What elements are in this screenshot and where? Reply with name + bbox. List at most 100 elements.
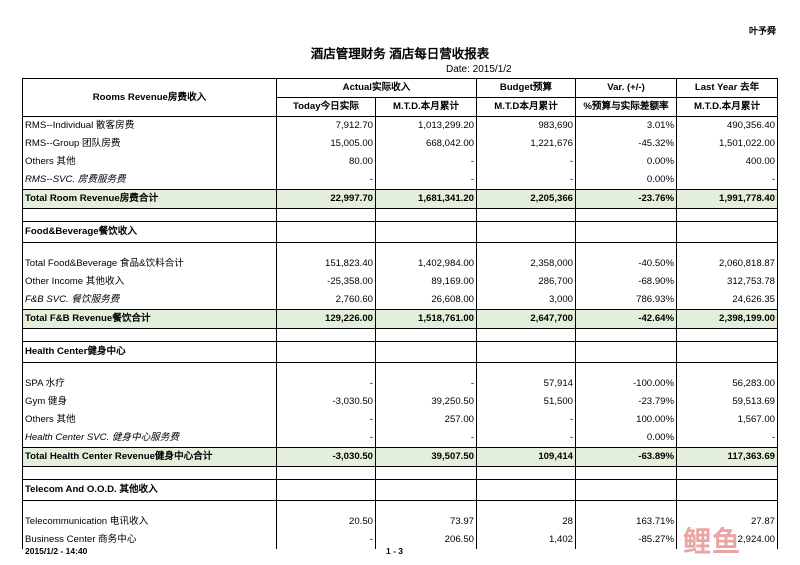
row-label: Telecommunication 电讯收入 [22, 513, 277, 531]
section-header-row: Telecom And O.O.D. 其他收入 [22, 479, 779, 501]
table-row: F&B SVC. 餐饮服务费 2,760.60 26,608.00 3,000 786.… [22, 291, 779, 310]
cell-mtd: 1,402,984.00 [375, 255, 478, 273]
section-empty-cell [375, 341, 478, 363]
spacer-cell [575, 242, 678, 255]
report-title: 酒店管理财务 酒店每日营收报表 [310, 47, 490, 61]
cell-ly: 312,753.78 [676, 273, 779, 291]
cell-ly: 1,501,022.00 [676, 135, 779, 153]
cell-today: - [276, 429, 376, 448]
table-row: Others 其他 80.00- -0.00% 400.00 [22, 153, 779, 171]
cell-var: -40.50% [575, 255, 678, 273]
rooms-group: RMS--Individual 散客房费 7,912.70 1,013,299.20… [22, 116, 779, 190]
spacer-cell [276, 362, 376, 375]
cell-budget: 2,358,000 [476, 255, 577, 273]
cell-today: 2,760.60 [276, 291, 376, 310]
row-label: Total Health Center Revenue健身中心合计 [22, 447, 277, 467]
cell-today: 80.00 [276, 153, 376, 171]
cell-mtd: 89,169.00 [375, 273, 478, 291]
cell-ly: - [676, 171, 779, 190]
section-title: Food&Beverage餐饮收入 [22, 221, 277, 243]
footer-page-number: 1 - 3 [386, 546, 404, 556]
row-label: F&B SVC. 餐饮服务费 [22, 291, 277, 310]
cell-budget: 28 [476, 513, 577, 531]
section-empty-cell [276, 341, 376, 363]
cell-var: 0.00% [575, 429, 678, 448]
row-label: Other Income 其他收入 [22, 273, 277, 291]
section-header-row: Food&Beverage餐饮收入 [22, 221, 779, 243]
cell-today: - [276, 375, 376, 393]
cell-mtd: - [375, 429, 478, 448]
spacer-cell [375, 466, 478, 480]
cell-ly: 490,356.40 [676, 116, 779, 135]
cell-var: 3.01% [575, 116, 678, 135]
section-empty-cell [276, 221, 376, 243]
section-empty-cell [476, 479, 577, 501]
header-mtd-last-year: M.T.D.本月累计 [676, 97, 779, 117]
cell-mtd: - [375, 153, 478, 171]
cell-budget: - [476, 153, 577, 171]
cell-budget: - [476, 411, 577, 429]
cell-budget: 2,647,700 [476, 309, 577, 329]
cell-mtd: 26,608.00 [375, 291, 478, 310]
table-row: SPA 水疗 - -57,914 -100.00% 56,283.00 [22, 375, 779, 393]
spacer-cell [375, 362, 478, 375]
table-row: Other Income 其他收入 -25,358.00 89,169.00 286,… [22, 273, 779, 291]
cell-budget: 109,414 [476, 447, 577, 467]
cell-budget: - [476, 171, 577, 190]
spacer-cell [676, 466, 779, 480]
spacer-cell [375, 242, 478, 255]
rooms-total-group: Total Room Revenue房费合计 22,997.70 1,681,341… [22, 189, 779, 222]
header-variance-pct: %预算与实际差额率 [575, 97, 678, 117]
spacer-cell [575, 208, 678, 222]
cell-var: -42.64% [575, 309, 678, 329]
spacer-cell [375, 208, 478, 222]
spacer-cell [22, 362, 277, 375]
cell-budget: 1,402 [476, 531, 577, 549]
footer-timestamp: 2015/1/2 - 14:40 [25, 546, 88, 556]
table-row: Others 其他 -257.00-100.00% 1,567.00 [22, 411, 779, 429]
table-row: Total Room Revenue房费合计 22,997.70 1,681,341… [22, 189, 779, 209]
cell-var: -100.00% [575, 375, 678, 393]
cell-today: -25,358.00 [276, 273, 376, 291]
cell-mtd: - [375, 375, 478, 393]
header-rooms-revenue: Rooms Revenue房费收入 [22, 78, 277, 117]
section-empty-cell [375, 479, 478, 501]
table-row: RMS--SVC. 房费服务费 - - -0.00% - [22, 171, 779, 190]
spacer-cell [276, 242, 376, 255]
table-row: Total F&B Revenue餐饮合计 129,226.00 1,518,761… [22, 309, 779, 329]
header-actual: Actual实际收入 [275, 78, 478, 98]
telecom-group: Telecommunication 电讯收入 20.50 73.97 28 163.71… [22, 513, 779, 549]
report-date: Date: 2015/1/2 [446, 64, 512, 75]
section-empty-cell [575, 479, 678, 501]
table-row: RMS--Individual 散客房费 7,912.70 1,013,299.20… [22, 116, 779, 135]
spacer-cell [22, 328, 277, 342]
cell-mtd: 73.97 [375, 513, 478, 531]
cell-today: 22,997.70 [276, 189, 376, 209]
cell-today: 129,226.00 [276, 309, 376, 329]
cell-budget: 1,221,676 [476, 135, 577, 153]
cell-mtd: 1,681,341.20 [375, 189, 478, 209]
cell-budget: 286,700 [476, 273, 577, 291]
cell-budget: 3,000 [476, 291, 577, 310]
cell-today: 151,823.40 [276, 255, 376, 273]
cell-today: -3,030.50 [276, 447, 376, 467]
spacer-row [22, 208, 779, 222]
cell-var: -45.32% [575, 135, 678, 153]
section-empty-cell [676, 221, 779, 243]
header-budget: Budget预算 [476, 78, 577, 98]
row-label: Total Room Revenue房费合计 [22, 189, 277, 209]
cell-mtd: - [375, 171, 478, 190]
section-title: Health Center健身中心 [22, 341, 277, 363]
cell-today: - [276, 171, 376, 190]
spacer-cell [276, 466, 376, 480]
row-label: SPA 水疗 [22, 375, 277, 393]
cell-mtd: 39,507.50 [375, 447, 478, 467]
cell-var: 100.00% [575, 411, 678, 429]
section-empty-cell [276, 479, 376, 501]
cell-ly: - [676, 429, 779, 448]
spacer-cell [676, 242, 779, 255]
spacer-cell [276, 208, 376, 222]
spacer-cell [575, 466, 678, 480]
table-row: Business Center 商务中心 -206.50 1,402 -85.27% 2… [22, 531, 779, 549]
spacer-row [22, 466, 779, 480]
